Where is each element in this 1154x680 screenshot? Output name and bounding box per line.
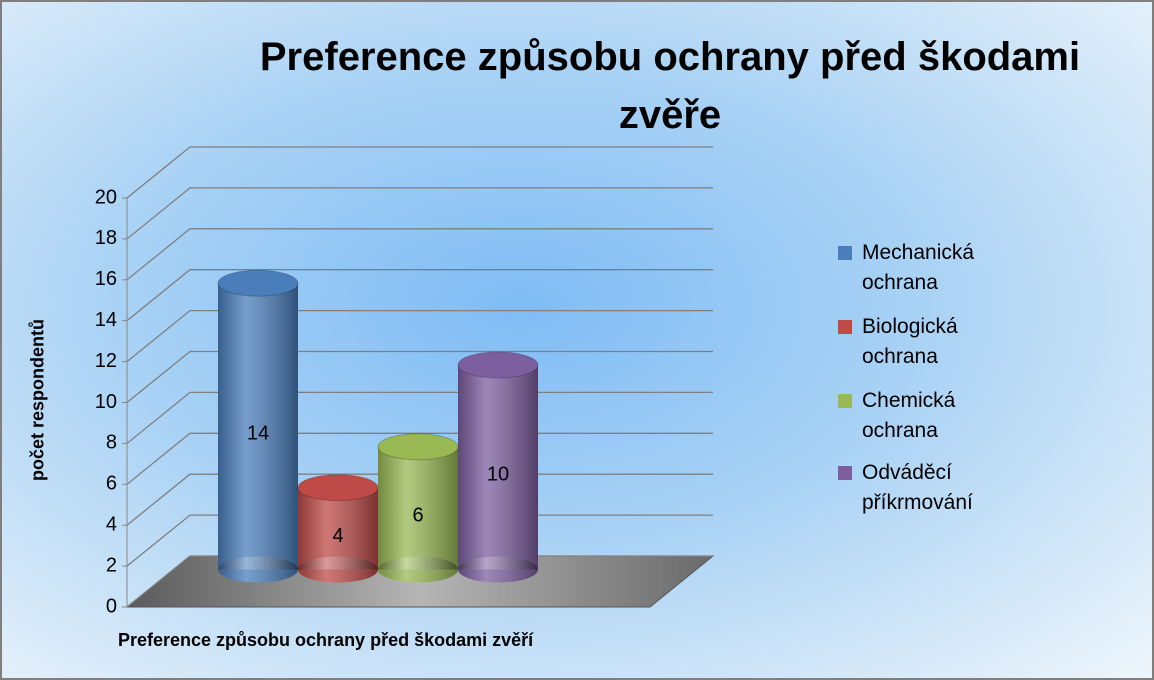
- cylinder-bottom-shade: [298, 556, 378, 583]
- grid-line: [126, 391, 713, 444]
- data-label: 6: [412, 504, 423, 526]
- legend-item: Mechanická ochrana: [838, 238, 1138, 298]
- grid-line: [126, 228, 713, 281]
- legend-label: Chemická ochrana: [862, 389, 956, 442]
- bar-shade: [378, 446, 458, 570]
- cylinder-bottom-shade: [458, 556, 538, 583]
- legend-item: Chemická ochrana: [838, 386, 1138, 446]
- cylinder-bottom-shade: [218, 556, 298, 583]
- y-tick-label: 10: [95, 391, 117, 413]
- grid-line: [126, 473, 713, 526]
- legend-swatch: [838, 320, 852, 334]
- grid-line: [126, 309, 713, 363]
- legend-swatch: [838, 246, 852, 260]
- grid-line: [126, 269, 713, 322]
- cylinder-top: [217, 269, 299, 297]
- legend-label: Odváděcí příkrmování: [862, 461, 973, 514]
- grid-line: [126, 350, 713, 404]
- cylinder-bottom-shade: [378, 556, 458, 583]
- legend-item: Odváděcí příkrmování: [838, 458, 1138, 518]
- y-tick-label: 4: [106, 513, 117, 535]
- grid-line: [126, 432, 713, 485]
- data-label: 4: [332, 525, 343, 547]
- y-tick-label: 20: [95, 186, 117, 208]
- legend-swatch: [838, 394, 852, 408]
- bar-shade: [298, 487, 378, 570]
- y-tick-label: 16: [95, 268, 117, 290]
- legend-label: Biologická ochrana: [862, 315, 958, 368]
- legend-label: Mechanická ochrana: [862, 241, 975, 294]
- data-label: 14: [247, 423, 269, 445]
- bar-shade: [218, 283, 298, 570]
- y-tick-label: 0: [106, 595, 117, 617]
- bar-shade: [458, 365, 538, 570]
- y-tick-label: 8: [106, 432, 117, 454]
- cylinder-top: [297, 474, 379, 502]
- y-axis-label: počet respondentů: [27, 318, 48, 482]
- grid-line: [126, 555, 713, 608]
- cylinder-top: [457, 351, 539, 379]
- x-axis-label: Preference způsobu ochrany před škodami …: [118, 630, 534, 650]
- y-tick-label: 18: [95, 227, 117, 249]
- legend-item: Biologická ochrana: [838, 312, 1138, 372]
- chart-title: Preference způsobu ochrany před škodami …: [259, 35, 1081, 137]
- grid-line: [126, 514, 713, 567]
- y-tick-label: 2: [106, 554, 117, 576]
- grid-line: [126, 187, 713, 240]
- legend-swatch: [838, 466, 852, 480]
- cylinder-top: [377, 433, 459, 461]
- y-tick-label: 14: [95, 309, 117, 331]
- y-tick-label: 12: [95, 350, 117, 372]
- data-label: 10: [487, 464, 509, 486]
- y-tick-label: 6: [106, 473, 117, 495]
- grid-line: [126, 146, 713, 199]
